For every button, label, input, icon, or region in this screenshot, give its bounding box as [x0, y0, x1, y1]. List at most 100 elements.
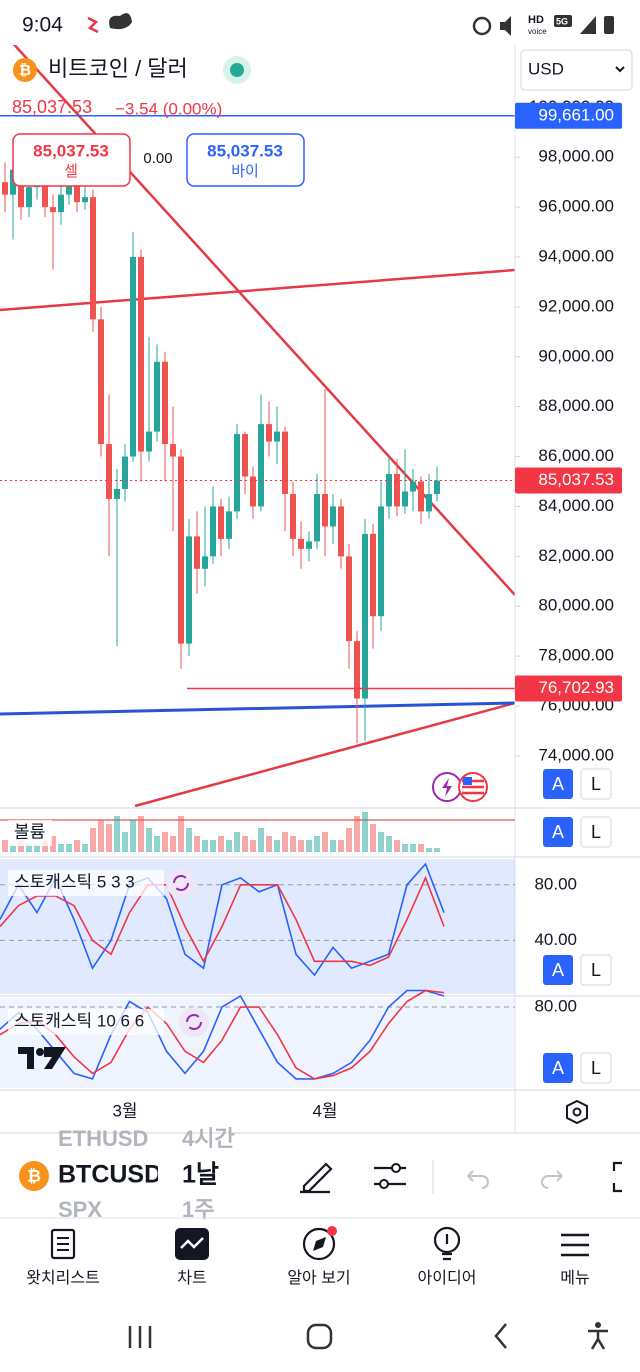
currency-select[interactable] — [520, 49, 633, 91]
tv-logo-dot — [36, 1048, 44, 1056]
stoch-line — [0, 989, 445, 1080]
y-tick-label: 94,000.00 — [538, 246, 614, 265]
symbol-wheel[interactable]: ETHUSD BTCUSD SPX — [58, 1126, 162, 1222]
last-price-label: 85,037.53 — [538, 470, 614, 489]
candle-body — [178, 456, 184, 644]
y-tick-label: 40.00 — [534, 930, 577, 949]
pane-title-bg — [8, 1009, 164, 1035]
candle-body — [42, 177, 48, 208]
volume-bar — [90, 828, 96, 852]
5g-badge: 5G — [556, 16, 568, 26]
auto-scale-label: A — [552, 774, 564, 794]
candle-body — [50, 207, 56, 213]
y-tick-label: 80,000.00 — [538, 596, 614, 615]
nav-label[interactable]: 차트 — [177, 1269, 206, 1287]
candle-body — [274, 431, 280, 442]
last-price: 85,037.53 — [12, 97, 92, 117]
volume-bar — [234, 832, 240, 852]
y-tick-label: 92,000.00 — [538, 296, 614, 315]
interval-option[interactable]: 4시간 — [182, 1126, 235, 1151]
volume-bar — [338, 840, 344, 852]
indicator-panes: 볼륨 80.00 40.00 스토캐스틱 5 3 3 80.00 스토캐스틱 10 6 6 — [0, 812, 577, 1088]
compass-needle — [313, 1237, 326, 1251]
log-scale-button[interactable] — [580, 768, 612, 800]
auto-scale-label: A — [552, 1058, 564, 1078]
volume-bar — [346, 828, 352, 852]
battery-icon — [604, 16, 614, 34]
draw-tool[interactable] — [300, 1162, 333, 1194]
symbol-option[interactable]: ETHUSD — [58, 1126, 148, 1151]
nav-label[interactable]: 알아 보기 — [287, 1269, 350, 1287]
sell-label: 셀 — [64, 163, 78, 180]
candle-body — [146, 431, 152, 452]
sell-price: 85,037.53 — [33, 141, 109, 160]
symbol-option[interactable]: SPX — [58, 1197, 102, 1222]
log-scale-button[interactable] — [580, 816, 612, 848]
candle-body — [106, 444, 112, 499]
bottom-nav: 왓치리스트 차트 알아 보기 아이디어 메뉴 — [26, 1226, 590, 1287]
candle-body — [322, 493, 328, 527]
auto-scale-button[interactable] — [543, 1053, 573, 1083]
watchlist-icon[interactable] — [50, 1228, 76, 1260]
nav-label[interactable]: 아이디어 — [418, 1269, 477, 1287]
buy-button[interactable] — [186, 133, 305, 187]
undo[interactable] — [467, 1170, 489, 1189]
indicator-sync-icon[interactable] — [179, 1007, 209, 1037]
volume-bar — [394, 840, 400, 852]
log-scale-button[interactable] — [580, 954, 612, 986]
recents[interactable] — [128, 1326, 152, 1348]
candle-body — [386, 474, 392, 507]
settings-icon[interactable] — [566, 1099, 588, 1125]
nav-label[interactable]: 왓치리스트 — [26, 1269, 100, 1287]
time-axis: 3월 4월 — [112, 1101, 337, 1120]
pane-title: 볼륨 — [14, 822, 45, 841]
candle-body — [130, 257, 136, 457]
volume-bar — [250, 840, 256, 852]
log-scale-label: L — [591, 774, 601, 794]
y-tick-label: 96,000.00 — [538, 197, 614, 216]
fullscreen[interactable] — [612, 1161, 622, 1193]
volume-bar — [290, 836, 296, 852]
candle-body — [266, 424, 272, 442]
volume-bar — [194, 836, 200, 852]
auto-scale-button[interactable] — [543, 769, 573, 799]
home[interactable] — [306, 1323, 333, 1350]
log-scale-button[interactable] — [580, 1052, 612, 1084]
currency: USD — [528, 59, 564, 78]
last-price-badge — [515, 467, 622, 494]
candle-body — [418, 481, 424, 512]
ideas-icon[interactable] — [433, 1226, 461, 1254]
symbol-current[interactable]: BTCUSD — [58, 1161, 162, 1189]
header: ₿ 비트코인 / 달러 USD 85,037.53 −3.54 (0.00%) — [12, 49, 633, 118]
volume-bar — [186, 828, 192, 852]
interval-current[interactable]: 1날 — [182, 1161, 219, 1189]
chart-icon-line — [180, 1237, 204, 1249]
buy-label: 바이 — [231, 163, 259, 180]
indicator-sync-icon[interactable] — [166, 868, 196, 898]
accessibility[interactable] — [595, 1322, 601, 1328]
level-badge — [515, 675, 622, 702]
flag-canton — [463, 777, 472, 785]
candle-body — [154, 361, 160, 432]
explore-icon[interactable] — [302, 1227, 336, 1261]
volume-bar — [98, 820, 104, 852]
interval-wheel[interactable]: 4시간 1날 1주 — [182, 1126, 235, 1222]
y-tick-label: 88,000.00 — [538, 396, 614, 415]
auto-scale-button[interactable] — [543, 955, 573, 985]
candle-body — [290, 493, 296, 539]
volume-bar — [2, 840, 8, 852]
volume-bar — [170, 836, 176, 852]
back[interactable] — [494, 1323, 507, 1349]
auto-scale-button[interactable] — [543, 817, 573, 847]
sell-button[interactable] — [12, 133, 131, 187]
volume-bar — [330, 840, 336, 852]
redo[interactable] — [541, 1170, 563, 1189]
candle-body — [114, 488, 120, 499]
trend-line — [0, 701, 515, 716]
volume-bar — [26, 844, 32, 852]
nav-label[interactable]: 메뉴 — [560, 1269, 589, 1287]
y-tick-label: 90,000.00 — [538, 346, 614, 365]
menu-icon[interactable] — [561, 1233, 589, 1257]
volume-bar — [130, 820, 136, 852]
btc-icon — [13, 58, 37, 82]
